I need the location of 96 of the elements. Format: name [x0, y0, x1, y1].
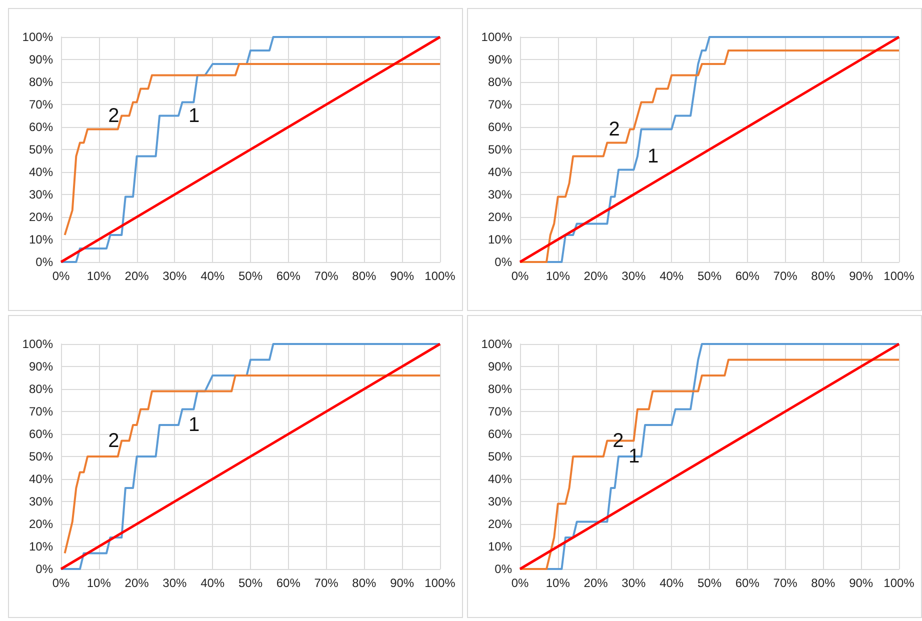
x-tick-label: 30%	[622, 269, 646, 283]
x-tick-label: 0%	[52, 269, 70, 283]
x-tick-label: 10%	[546, 576, 570, 590]
x-tick-label: 70%	[773, 269, 798, 283]
y-tick-label: 70%	[28, 404, 54, 418]
x-tick-label: 10%	[86, 576, 112, 590]
x-tick-label: 10%	[86, 269, 112, 283]
y-tick-label: 20%	[488, 517, 512, 531]
x-tick-label: 50%	[238, 269, 263, 283]
y-tick-label: 100%	[22, 337, 54, 351]
x-tick-label: 90%	[390, 576, 414, 590]
y-tick-label: 40%	[28, 472, 54, 486]
x-tick-label: 70%	[314, 269, 339, 283]
x-tick-label: 100%	[884, 576, 915, 590]
y-tick-label: 50%	[488, 142, 512, 156]
y-tick-label: 60%	[28, 427, 54, 441]
x-tick-label: 0%	[511, 269, 529, 283]
line-series	[64, 63, 441, 236]
y-tick-label: 20%	[28, 517, 54, 531]
x-tick-label: 80%	[811, 576, 836, 590]
x-tick-label: 10%	[546, 269, 570, 283]
x-tick-label: 80%	[811, 269, 836, 283]
x-tick-label: 50%	[697, 269, 722, 283]
y-tick-label: 10%	[488, 540, 512, 554]
y-tick-label: 50%	[28, 142, 54, 156]
x-tick-label: 0%	[52, 576, 70, 590]
y-tick-label: 90%	[28, 52, 54, 66]
y-tick-label: 0%	[494, 255, 512, 269]
y-tick-label: 100%	[481, 337, 512, 351]
x-tick-label: 50%	[697, 576, 722, 590]
x-tick-label: 40%	[660, 269, 684, 283]
y-tick-label: 20%	[488, 210, 512, 224]
y-tick-label: 70%	[488, 404, 512, 418]
series-label: 1	[647, 145, 659, 168]
y-tick-label: 40%	[488, 165, 512, 179]
y-tick-label: 40%	[488, 472, 512, 486]
series-label: 2	[108, 430, 120, 452]
x-tick-label: 70%	[773, 576, 798, 590]
y-tick-label: 90%	[28, 360, 54, 374]
x-tick-label: 90%	[849, 269, 874, 283]
y-tick-label: 70%	[488, 98, 512, 112]
y-tick-label: 10%	[28, 232, 54, 246]
series-label: 2	[608, 118, 620, 140]
series-label: 1	[188, 414, 200, 436]
y-tick-label: 50%	[28, 450, 54, 464]
x-tick-label: 40%	[200, 269, 225, 283]
x-tick-label: 30%	[162, 269, 188, 283]
x-tick-label: 100%	[424, 269, 456, 283]
y-tick-label: 60%	[488, 120, 512, 134]
x-tick-label: 90%	[390, 269, 414, 283]
x-tick-label: 60%	[735, 269, 760, 283]
y-tick-label: 30%	[28, 188, 54, 202]
y-tick-label: 90%	[488, 52, 512, 66]
x-tick-label: 100%	[424, 576, 456, 590]
y-tick-label: 0%	[494, 562, 512, 576]
y-tick-label: 80%	[488, 75, 512, 89]
y-tick-label: 100%	[481, 30, 512, 44]
x-tick-label: 0%	[511, 576, 529, 590]
y-tick-label: 90%	[488, 360, 512, 374]
y-tick-label: 50%	[488, 450, 512, 464]
series-label: 2	[108, 104, 120, 127]
y-tick-label: 30%	[28, 494, 54, 508]
y-tick-label: 10%	[28, 540, 54, 554]
x-tick-label: 20%	[584, 576, 608, 590]
x-tick-label: 60%	[276, 269, 301, 283]
x-tick-label: 20%	[124, 576, 150, 590]
y-tick-label: 10%	[488, 232, 512, 246]
y-tick-label: 0%	[36, 255, 54, 269]
x-tick-label: 20%	[124, 269, 150, 283]
x-tick-label: 90%	[849, 576, 874, 590]
x-tick-label: 20%	[584, 269, 608, 283]
y-tick-label: 80%	[488, 382, 512, 396]
y-tick-label: 30%	[488, 188, 512, 202]
y-tick-label: 30%	[488, 494, 512, 508]
y-tick-label: 80%	[28, 382, 54, 396]
x-tick-label: 30%	[162, 576, 188, 590]
x-tick-label: 100%	[884, 269, 915, 283]
x-tick-label: 30%	[622, 576, 646, 590]
series-label: 1	[188, 104, 200, 127]
y-tick-label: 60%	[488, 427, 512, 441]
x-tick-label: 70%	[314, 576, 339, 590]
y-tick-label: 100%	[22, 30, 54, 44]
x-tick-label: 40%	[660, 576, 684, 590]
y-tick-label: 0%	[36, 562, 54, 576]
line-series	[64, 374, 441, 554]
x-tick-label: 50%	[238, 576, 263, 590]
y-tick-label: 80%	[28, 75, 54, 89]
y-tick-label: 20%	[28, 210, 54, 224]
y-tick-label: 70%	[28, 98, 54, 112]
y-tick-label: 40%	[28, 165, 54, 179]
x-tick-label: 80%	[352, 576, 377, 590]
x-tick-label: 80%	[352, 269, 377, 283]
x-tick-label: 60%	[276, 576, 301, 590]
x-tick-label: 40%	[200, 576, 225, 590]
y-tick-label: 60%	[28, 120, 54, 134]
x-tick-label: 60%	[735, 576, 760, 590]
